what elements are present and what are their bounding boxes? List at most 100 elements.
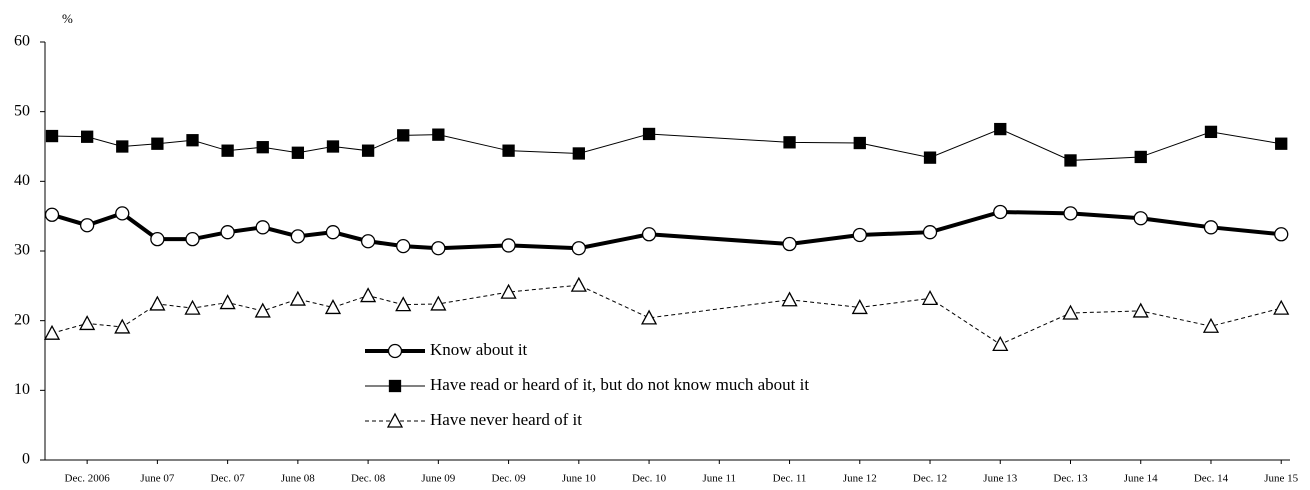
x-tick-label: Dec. 09: [491, 473, 526, 485]
x-tick-label: June 15: [1264, 473, 1298, 485]
x-tick-label: Dec. 2006: [65, 473, 111, 485]
data-point: [220, 225, 235, 240]
data-point: [1062, 304, 1079, 320]
x-tick-label: June 12: [843, 473, 877, 485]
data-point: [851, 299, 868, 315]
data-point: [1064, 154, 1077, 167]
data-point: [184, 299, 201, 315]
data-point: [1133, 211, 1148, 226]
data-point: [571, 241, 586, 256]
x-tick-label: Dec. 12: [913, 473, 947, 485]
data-point: [114, 318, 131, 334]
data-point: [291, 146, 305, 159]
data-point: [219, 294, 236, 310]
data-point: [221, 144, 234, 157]
data-point: [992, 335, 1009, 352]
data-point: [290, 229, 306, 244]
data-point: [325, 225, 341, 240]
data-point: [994, 122, 1007, 136]
legend-marker: [388, 379, 402, 393]
data-point: [80, 130, 94, 143]
x-tick-label: June 11: [703, 473, 737, 485]
data-point: [396, 238, 411, 254]
data-point: [783, 136, 796, 149]
legend-label: Know about it: [430, 340, 528, 359]
data-point: [430, 295, 447, 311]
data-point: [1275, 137, 1288, 150]
data-point: [43, 324, 61, 340]
y-tick-label: 20: [14, 311, 30, 328]
data-point: [44, 207, 60, 222]
y-tick-label: 30: [14, 242, 30, 259]
data-point: [360, 287, 377, 303]
data-point: [502, 144, 515, 157]
y-tick-label: 60: [14, 33, 30, 50]
data-point: [324, 299, 342, 315]
data-point: [1204, 125, 1218, 139]
x-tick-label: June 14: [1124, 473, 1158, 485]
series-line: [52, 128, 1282, 161]
series-line: [51, 284, 1282, 345]
data-point: [1134, 150, 1147, 164]
y-tick-label: 10: [14, 381, 30, 398]
data-point: [150, 232, 165, 247]
y-axis-unit: %: [62, 11, 73, 26]
data-point: [1132, 302, 1149, 318]
legend-label: Have read or heard of it, but do not kno…: [430, 375, 809, 394]
data-point: [853, 136, 866, 150]
y-tick-label: 40: [14, 172, 30, 189]
x-tick-label: Dec. 08: [351, 473, 386, 485]
data-point: [642, 127, 656, 141]
data-point: [921, 290, 939, 306]
data-point: [45, 129, 59, 143]
data-point: [781, 291, 798, 307]
data-point: [922, 225, 938, 240]
legend-marker: [387, 343, 403, 359]
x-tick-label: Dec. 14: [1194, 473, 1229, 485]
x-tick-label: Dec. 11: [773, 473, 807, 485]
data-point: [186, 134, 199, 147]
data-point: [431, 241, 446, 256]
data-point: [255, 220, 270, 235]
data-point: [500, 283, 517, 299]
data-point: [852, 227, 867, 243]
data-point: [1273, 299, 1290, 315]
data-point: [397, 129, 410, 142]
x-tick-label: June 10: [562, 473, 596, 485]
data-point: [501, 238, 516, 253]
data-point: [641, 227, 657, 242]
data-point: [185, 232, 200, 247]
data-point: [361, 144, 375, 157]
data-point: [254, 302, 271, 318]
legend-label: Have never heard of it: [430, 410, 582, 429]
legend-marker: [386, 412, 404, 428]
data-point: [1274, 227, 1289, 242]
data-point: [993, 204, 1008, 220]
data-point: [360, 234, 376, 249]
data-point: [326, 140, 340, 153]
data-point: [432, 128, 445, 141]
data-point: [923, 151, 937, 164]
data-point: [572, 147, 585, 160]
data-point: [289, 290, 306, 306]
data-point: [1202, 317, 1220, 333]
x-tick-label: June 09: [421, 473, 455, 485]
data-point: [149, 295, 166, 311]
data-point: [256, 141, 269, 154]
y-tick-label: 0: [22, 451, 30, 468]
x-tick-label: June 07: [140, 473, 174, 485]
data-point: [116, 140, 129, 153]
x-tick-label: Dec. 07: [211, 473, 246, 485]
series-line: [51, 209, 1282, 251]
data-point: [1063, 206, 1078, 221]
x-tick-label: June 08: [281, 473, 315, 485]
data-point: [79, 315, 96, 331]
data-point: [640, 309, 658, 325]
y-tick-label: 50: [14, 102, 30, 119]
x-tick-label: Dec. 10: [632, 473, 667, 485]
data-point: [79, 218, 95, 233]
data-point: [151, 137, 164, 150]
data-point: [1203, 220, 1219, 235]
x-tick-label: Dec. 13: [1053, 473, 1088, 485]
